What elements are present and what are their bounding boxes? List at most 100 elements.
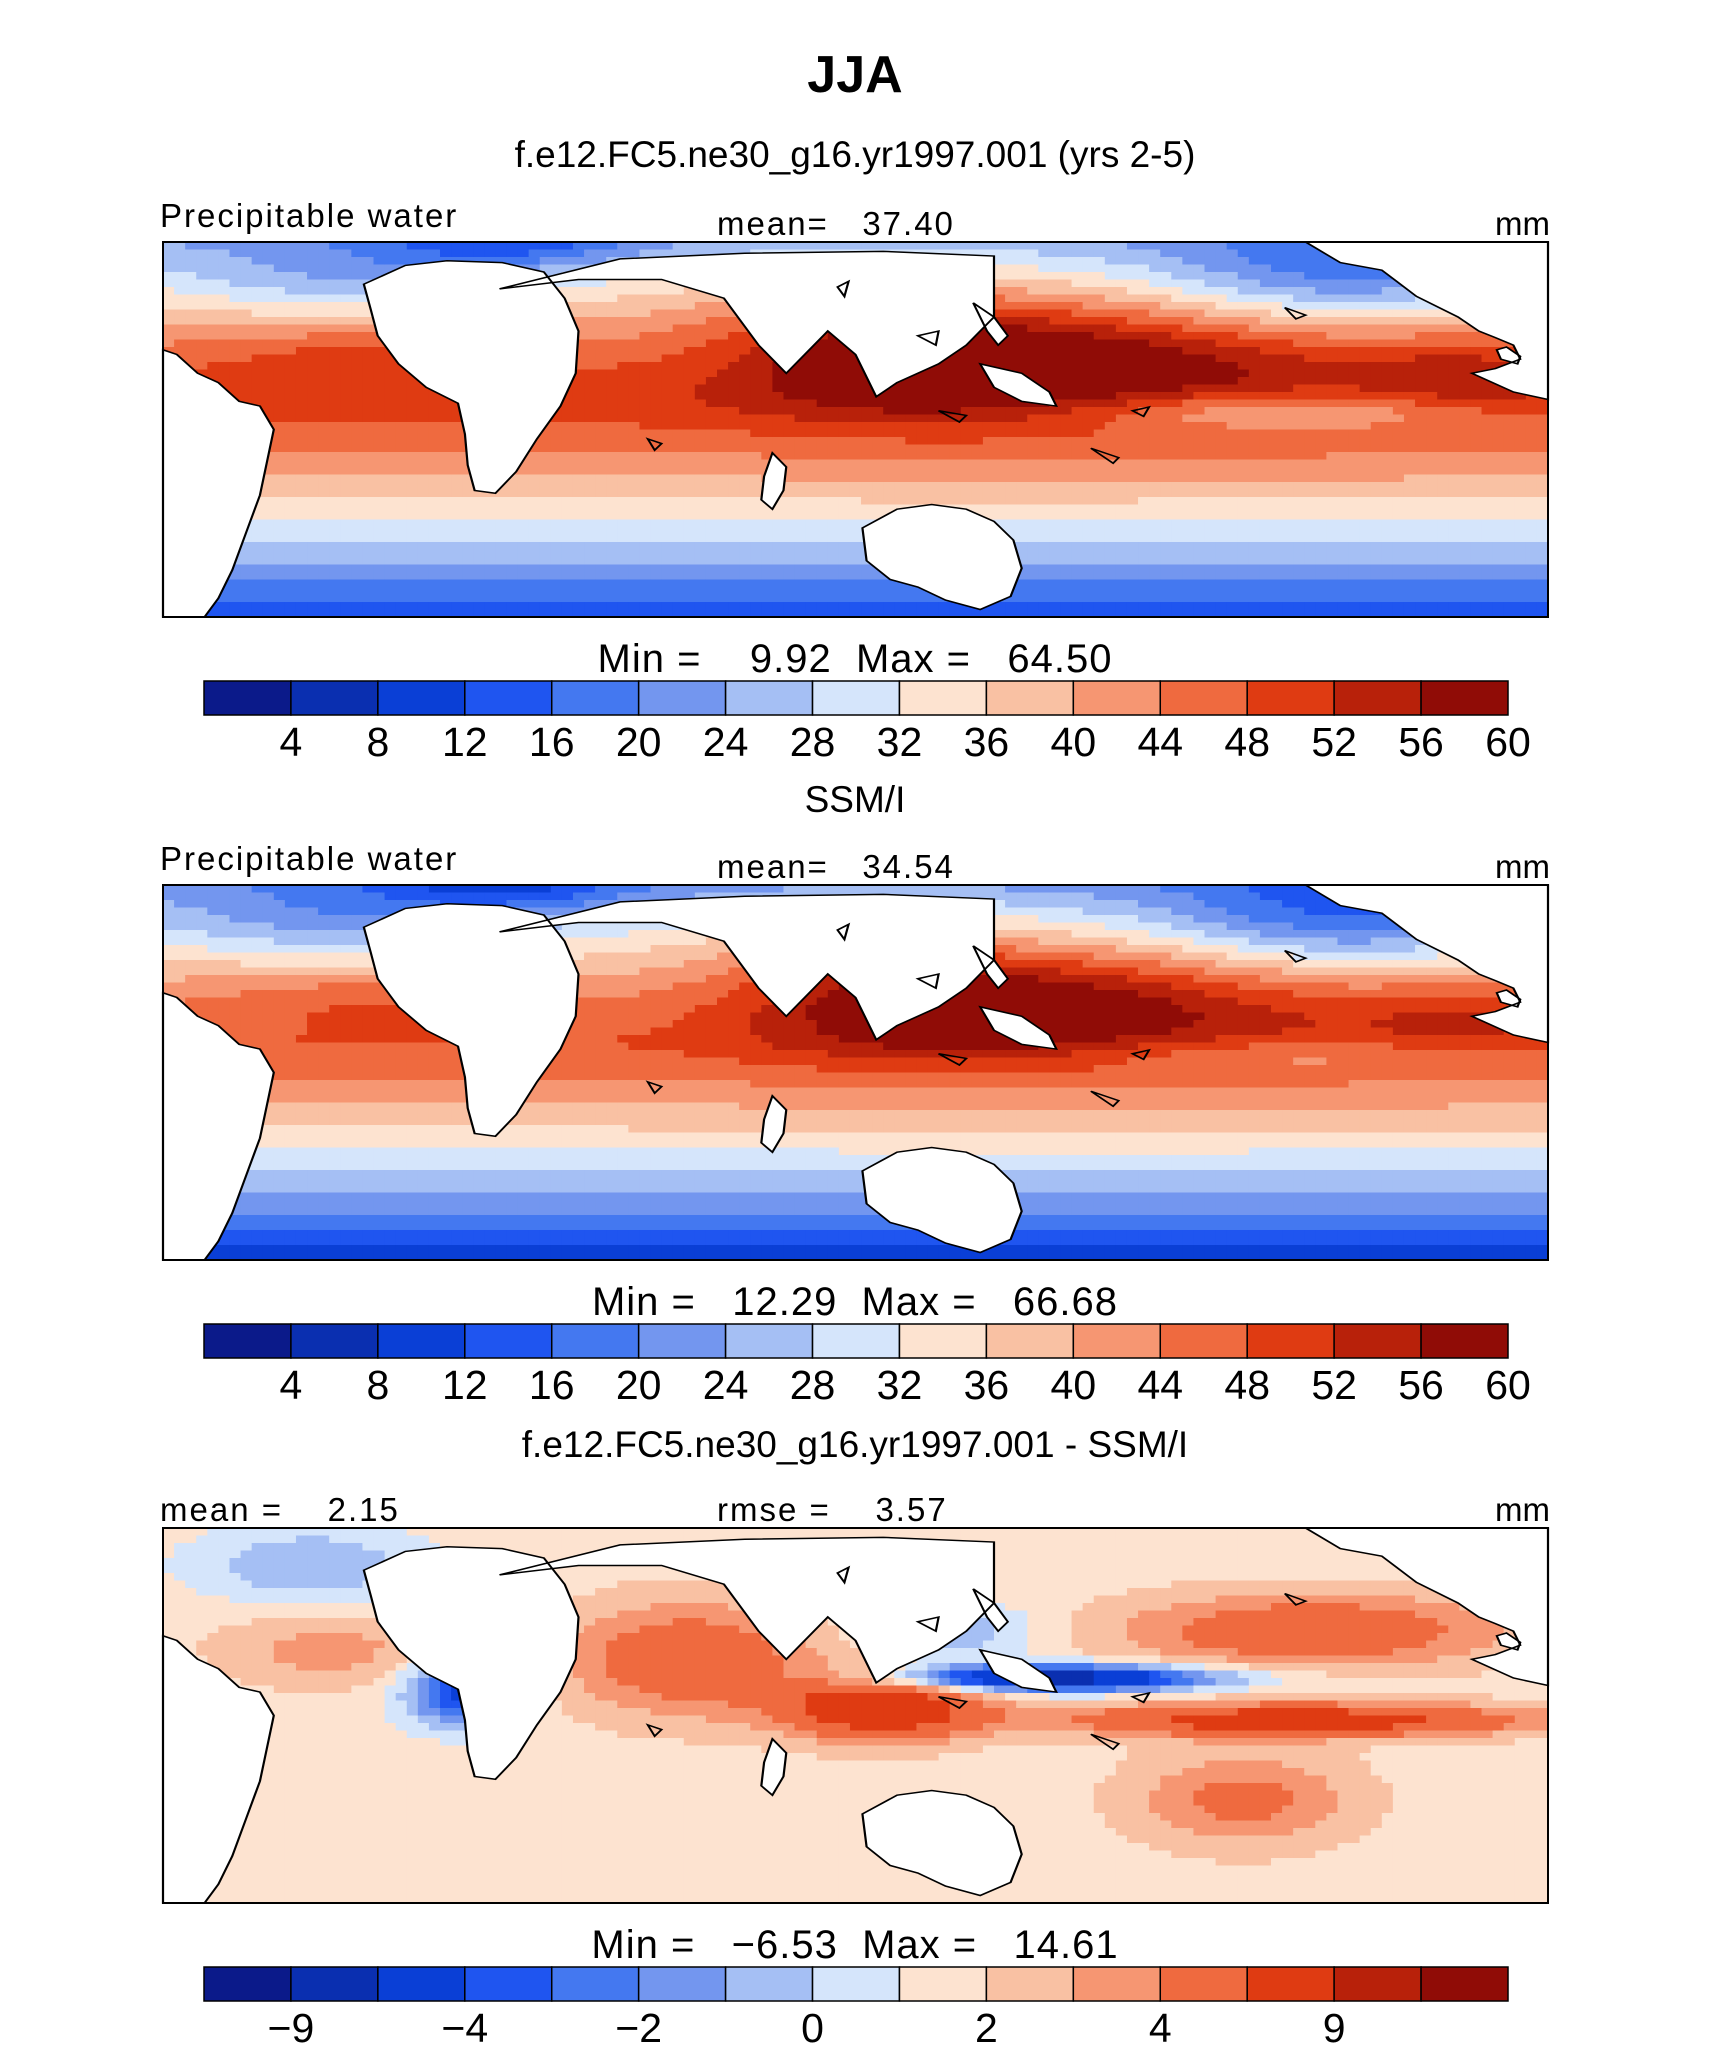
colorbar-tick-label: −4 (441, 2005, 488, 2048)
panel-diff-minmax: Min = −6.53 Max = 14.61 (591, 1923, 1118, 1967)
panel-model-map (163, 242, 1549, 618)
colorbar-box (1073, 681, 1160, 715)
colorbar-box (1073, 1967, 1160, 2001)
panel-model-mean-label: mean= 37.40 (717, 205, 955, 242)
colorbar-box (726, 1967, 813, 2001)
colorbar-tick-label: 0 (801, 2005, 824, 2048)
panel-model-field-label: Precipitable water (160, 197, 458, 234)
figure-title: JJA (807, 46, 902, 104)
colorbar-box (1073, 1324, 1160, 1358)
colorbar-box (204, 1324, 291, 1358)
panel-diff-heading: f.e12.FC5.ne30_g16.yr1997.001 - SSM/I (522, 1424, 1188, 1465)
colorbar-box (639, 681, 726, 715)
colorbar-tick-label: 56 (1398, 719, 1444, 765)
colorbar-tick-label: 48 (1224, 719, 1270, 765)
colorbar-tick-label: 20 (616, 719, 662, 765)
colorbar-box (1421, 1967, 1508, 2001)
colorbar-box (726, 1324, 813, 1358)
colorbar-box (639, 1324, 726, 1358)
panel-diff: f.e12.FC5.ne30_g16.yr1997.001 - SSM/I me… (160, 1424, 1550, 2048)
colorbar-box (1160, 1324, 1247, 1358)
colorbar-box (1334, 1967, 1421, 2001)
colorbar-box (813, 681, 900, 715)
colorbar-tick-label: 60 (1485, 1362, 1531, 1408)
panel-model-units: mm (1495, 205, 1550, 242)
colorbar-box (378, 1967, 465, 2001)
colorbar-tick-label: 24 (703, 719, 749, 765)
colorbar-tick-label: 9 (1323, 2005, 1346, 2048)
colorbar-tick-label: 52 (1311, 719, 1357, 765)
colorbar-box (986, 1967, 1073, 2001)
colorbar-box (291, 681, 378, 715)
colorbar-tick-label: 36 (964, 1362, 1010, 1408)
colorbar-box (465, 1967, 552, 2001)
colorbar-tick-label: 40 (1051, 1362, 1097, 1408)
panel-diff-mean-label: mean = 2.15 (160, 1491, 400, 1528)
panel-obs-field-label: Precipitable water (160, 840, 458, 877)
colorbar-tick-label: 48 (1224, 1362, 1270, 1408)
colorbar-tick-label: 32 (877, 1362, 923, 1408)
colorbar-tick-label: 2 (975, 2005, 998, 2048)
colorbar-box (378, 1324, 465, 1358)
colorbar-box (291, 1967, 378, 2001)
colorbar-tick-label: 36 (964, 719, 1010, 765)
colorbar-box (204, 681, 291, 715)
colorbar-tick-label: 60 (1485, 719, 1531, 765)
colorbar-tick-label: 52 (1311, 1362, 1357, 1408)
colorbar-tick-label: 16 (529, 719, 575, 765)
colorbar-box (899, 1324, 986, 1358)
colorbar-tick-label: 40 (1051, 719, 1097, 765)
colorbar-box (1247, 1967, 1334, 2001)
colorbar-box (1247, 681, 1334, 715)
panel-obs-map (163, 885, 1549, 1261)
panel-obs-mean-label: mean= 34.54 (717, 848, 955, 885)
colorbar-box (726, 681, 813, 715)
colorbar-tick-label: 20 (616, 1362, 662, 1408)
colorbar-box (1421, 1324, 1508, 1358)
panel-diff-colorbar: −9 −4 −2 0 2 4 9 (204, 1967, 1508, 2048)
colorbar-tick-label: 32 (877, 719, 923, 765)
colorbar-box (1160, 681, 1247, 715)
panel-obs-units: mm (1495, 848, 1550, 885)
colorbar-box (291, 1324, 378, 1358)
colorbar-tick-label: −9 (268, 2005, 315, 2048)
panel-diff-rmse-label: rmse = 3.57 (717, 1491, 948, 1528)
colorbar-tick-label: 8 (366, 1362, 389, 1408)
colorbar-tick-label: 4 (280, 1362, 303, 1408)
panel-model-heading: f.e12.FC5.ne30_g16.yr1997.001 (yrs 2-5) (515, 134, 1196, 175)
colorbar-box (1421, 681, 1508, 715)
colorbar-tick-label: 56 (1398, 1362, 1444, 1408)
colorbar-tick-label: 44 (1137, 719, 1183, 765)
colorbar-tick-label: 16 (529, 1362, 575, 1408)
colorbar-box (639, 1967, 726, 2001)
colorbar-box (986, 681, 1073, 715)
colorbar-tick-label: 8 (366, 719, 389, 765)
colorbar-tick-label: 24 (703, 1362, 749, 1408)
colorbar-tick-label: 28 (790, 719, 836, 765)
colorbar-box (465, 681, 552, 715)
colorbar-box (1160, 1967, 1247, 2001)
colorbar-tick-label: 4 (1149, 2005, 1172, 2048)
colorbar-box (899, 1967, 986, 2001)
panel-diff-map (163, 1528, 1549, 1904)
colorbar-tick-label: −2 (615, 2005, 662, 2048)
colorbar-box (378, 681, 465, 715)
panel-model-minmax: Min = 9.92 Max = 64.50 (598, 637, 1113, 681)
colorbar-box (1334, 1324, 1421, 1358)
colorbar-tick-label: 28 (790, 1362, 836, 1408)
colorbar-tick-label: 4 (280, 719, 303, 765)
panel-obs: SSM/I Precipitable water mean= 34.54 mm … (160, 779, 1550, 1408)
colorbar-box (813, 1324, 900, 1358)
panel-obs-heading: SSM/I (805, 779, 906, 820)
panel-model: f.e12.FC5.ne30_g16.yr1997.001 (yrs 2-5) … (160, 134, 1550, 765)
colorbar-box (552, 1967, 639, 2001)
colorbar-box (1334, 681, 1421, 715)
panel-obs-minmax: Min = 12.29 Max = 66.68 (592, 1280, 1118, 1324)
colorbar-box (552, 1324, 639, 1358)
colorbar-tick-label: 44 (1137, 1362, 1183, 1408)
colorbar-box (1247, 1324, 1334, 1358)
colorbar-box (465, 1324, 552, 1358)
